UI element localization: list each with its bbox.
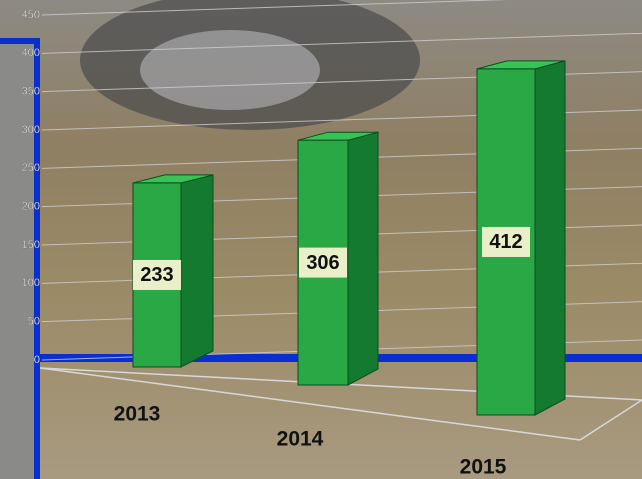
y-tick-label: 150 <box>22 239 40 251</box>
background-wreck-highlight <box>140 30 320 110</box>
value-label: 412 <box>489 231 522 253</box>
x-tick-label: 2015 <box>460 456 507 479</box>
bar-side <box>348 132 378 385</box>
x-tick-label: 2013 <box>114 403 161 426</box>
page: 0 50 100 150 200 250 300 350 400 450 2013 233 2014 3… <box>0 0 642 479</box>
y-tick-label: 300 <box>22 124 40 136</box>
y-tick-label: 450 <box>22 9 40 21</box>
bar-side <box>535 61 565 415</box>
x-tick-label: 2014 <box>277 428 324 451</box>
y-tick-label: 400 <box>22 47 40 59</box>
frame-line <box>34 38 40 479</box>
y-tick-label: 200 <box>22 201 40 213</box>
bar-side <box>181 175 213 367</box>
y-tick-label: 50 <box>28 316 40 328</box>
value-label: 306 <box>306 252 339 274</box>
y-tick-label: 250 <box>22 162 40 174</box>
y-tick-label: 350 <box>22 86 40 98</box>
y-tick-label: 0 <box>34 354 40 366</box>
background-photo-left <box>0 40 35 479</box>
y-tick-label: 100 <box>22 277 40 289</box>
chart: 0 50 100 150 200 250 300 350 400 450 2013 233 2014 3… <box>0 0 642 479</box>
value-label: 233 <box>140 264 173 286</box>
